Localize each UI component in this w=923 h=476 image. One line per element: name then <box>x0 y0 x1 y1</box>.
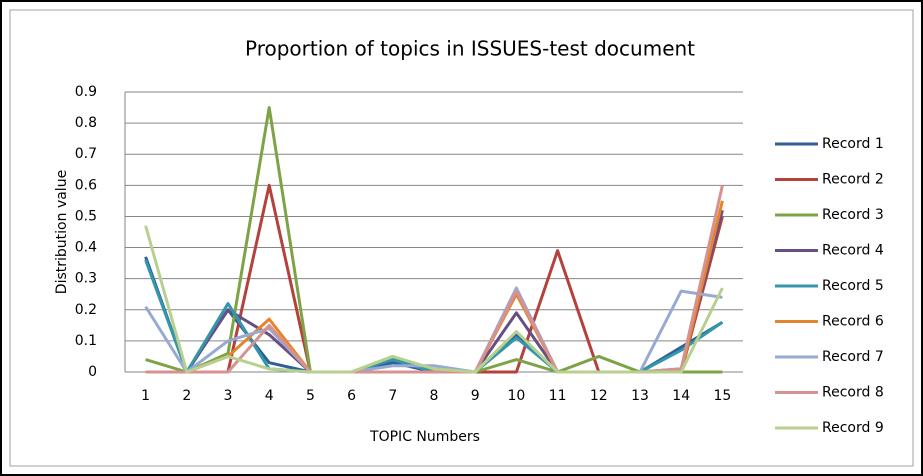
y-tick-label: 0.8 <box>75 115 97 131</box>
legend-label: Record 6 <box>822 314 884 330</box>
y-axis-label: Distribution value <box>54 170 70 294</box>
x-tick-label: 8 <box>430 388 439 404</box>
x-tick-label: 7 <box>388 388 397 404</box>
legend-label: Record 2 <box>822 172 884 188</box>
chart-frame <box>9 9 914 467</box>
x-tick-label: 2 <box>182 388 191 404</box>
legend-label: Record 8 <box>822 385 884 401</box>
x-tick-label: 11 <box>549 388 567 404</box>
x-tick-label: 10 <box>507 388 525 404</box>
x-tick-label: 6 <box>347 388 356 404</box>
x-tick-label: 14 <box>672 388 690 404</box>
legend-label: Record 7 <box>822 349 884 365</box>
y-tick-label: 0.7 <box>75 146 97 162</box>
x-tick-label: 5 <box>306 388 315 404</box>
y-tick-label: 0.4 <box>75 240 97 256</box>
y-tick-label: 0 <box>88 364 97 380</box>
legend-label: Record 3 <box>822 207 884 223</box>
x-tick-label: 4 <box>265 388 274 404</box>
series-line <box>144 225 724 374</box>
chart-title: Proportion of topics in ISSUES-test docu… <box>245 37 695 61</box>
x-tick-label: 9 <box>471 388 480 404</box>
x-tick-label: 15 <box>713 388 731 404</box>
y-tick-label: 0.5 <box>75 208 97 224</box>
x-axis-label: TOPIC Numbers <box>369 429 480 445</box>
x-tick-label: 13 <box>631 388 649 404</box>
y-tick-label: 0.2 <box>75 302 97 318</box>
x-tick-label: 1 <box>141 388 150 404</box>
y-tick-label: 0.3 <box>75 271 97 287</box>
legend-label: Record 4 <box>822 243 884 259</box>
x-tick-label: 3 <box>224 388 233 404</box>
legend-label: Record 1 <box>822 136 884 152</box>
x-tick-label: 12 <box>590 388 608 404</box>
y-tick-label: 0.6 <box>75 177 97 193</box>
y-tick-label: 0.1 <box>75 333 97 349</box>
legend-label: Record 9 <box>822 420 884 436</box>
y-tick-label: 0.9 <box>75 84 97 100</box>
legend-label: Record 5 <box>822 278 884 294</box>
